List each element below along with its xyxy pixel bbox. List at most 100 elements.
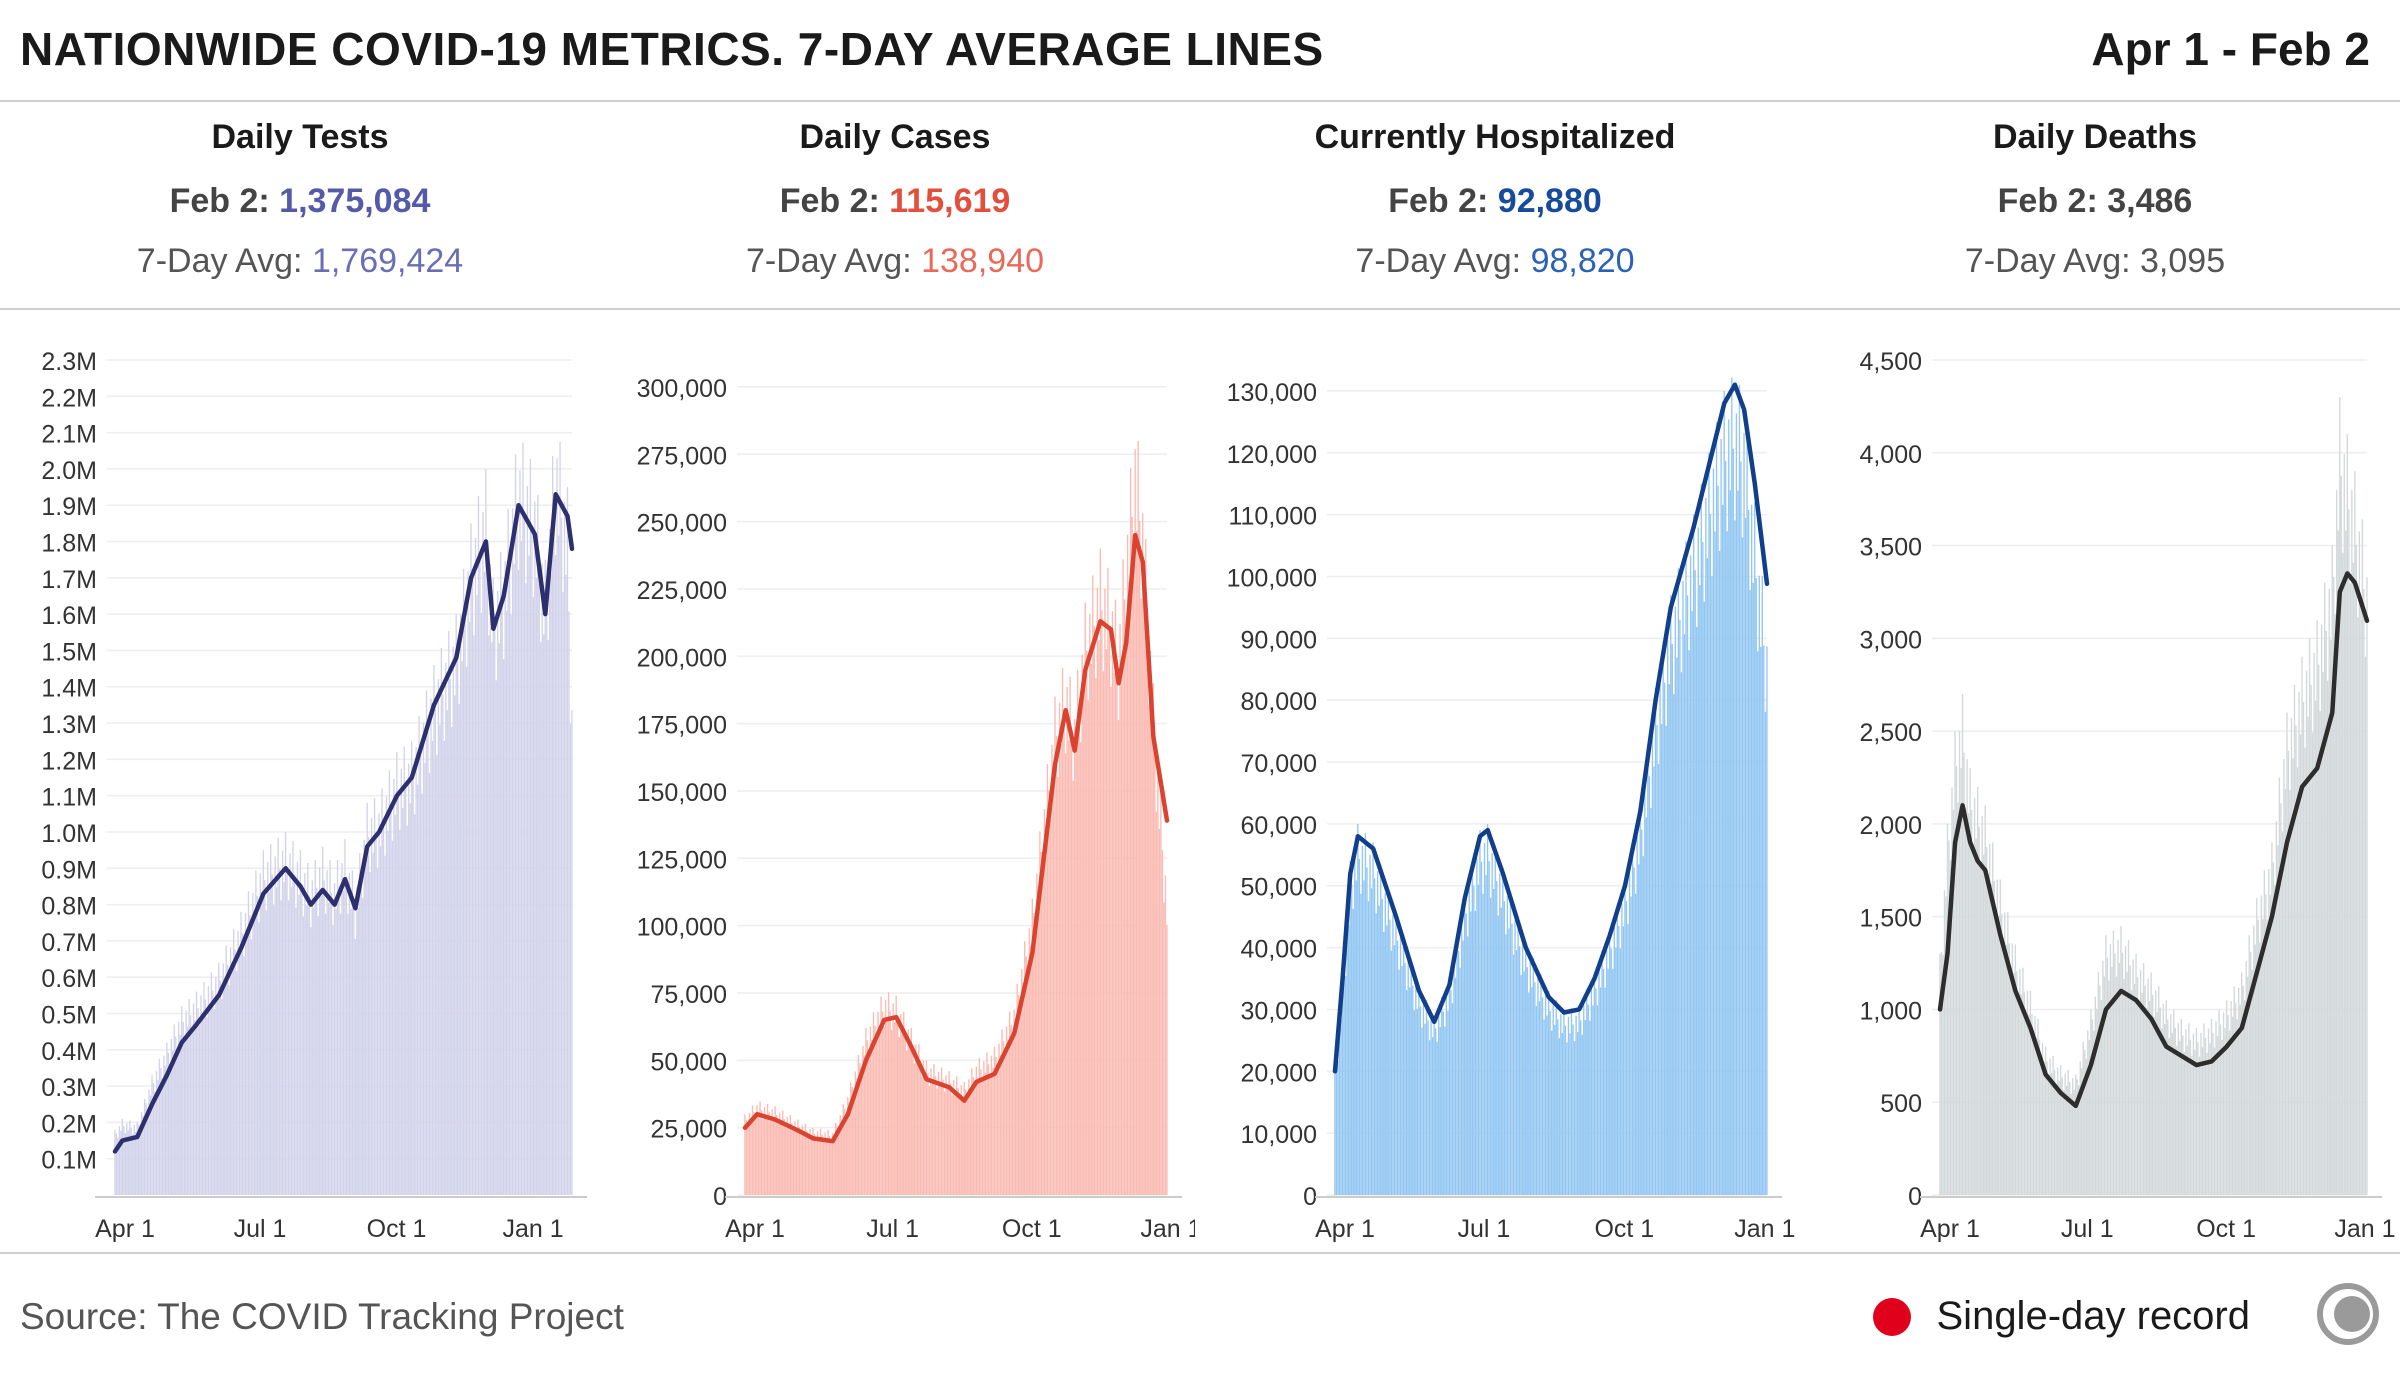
daily-bar — [1163, 902, 1165, 1195]
daily-bar — [1572, 1024, 1574, 1195]
daily-bar — [302, 916, 305, 1195]
daily-bar — [1595, 988, 1597, 1195]
daily-bar — [178, 1021, 180, 1195]
daily-bar — [2118, 963, 2121, 1195]
daily-bar — [1083, 694, 1085, 1195]
daily-bar — [562, 592, 564, 1195]
daily-bar — [845, 1114, 847, 1195]
daily-bar — [161, 1078, 164, 1195]
daily-bar — [1145, 538, 1147, 1195]
daily-bar — [333, 882, 336, 1195]
daily-bar — [1651, 733, 1654, 1195]
daily-bar — [901, 1033, 903, 1195]
daily-bar — [1488, 861, 1490, 1195]
y-tick-label: 25,000 — [651, 1116, 727, 1144]
daily-bar — [416, 784, 419, 1195]
daily-bar — [197, 1008, 199, 1195]
daily-bar — [886, 1019, 888, 1195]
daily-bar — [957, 1088, 959, 1195]
daily-bar — [1619, 948, 1622, 1195]
daily-bar — [1665, 725, 1667, 1195]
y-tick-label: 0.7M — [41, 929, 97, 957]
daily-bar — [175, 1036, 177, 1195]
daily-bar — [511, 508, 514, 1195]
daily-bar — [411, 741, 413, 1195]
daily-bar — [2165, 1000, 2167, 1195]
daily-bar — [1540, 974, 1542, 1195]
daily-bar — [2151, 994, 2154, 1195]
daily-bar — [2082, 1041, 2084, 1195]
daily-bar — [145, 1103, 147, 1195]
daily-bar — [219, 980, 221, 1195]
daily-bar — [1560, 1014, 1562, 1195]
daily-bar — [825, 1138, 828, 1195]
daily-bar — [1037, 892, 1040, 1195]
daily-bar — [354, 938, 356, 1195]
daily-bar — [946, 1087, 949, 1195]
daily-bar — [1587, 1004, 1590, 1195]
daily-bar — [2174, 1027, 2176, 1195]
daily-bar — [887, 992, 890, 1195]
daily-bar — [1940, 951, 1943, 1195]
daily-bar — [2173, 1009, 2175, 1195]
daily-bar — [2081, 1068, 2083, 1195]
daily-bar — [310, 927, 312, 1195]
y-tick-label: 1.2M — [41, 747, 97, 775]
daily-bar — [2028, 1014, 2030, 1195]
daily-bar — [526, 485, 529, 1195]
daily-bar — [1680, 672, 1683, 1195]
daily-bar — [1593, 972, 1596, 1195]
daily-bar — [1442, 1011, 1444, 1195]
daily-bar — [868, 1052, 870, 1195]
daily-bar — [1412, 985, 1414, 1195]
daily-bar — [2236, 1019, 2238, 1195]
daily-bar — [1078, 704, 1080, 1195]
daily-bar — [1621, 903, 1623, 1195]
daily-bar — [2069, 1081, 2071, 1195]
daily-bar — [342, 890, 345, 1195]
daily-bar — [2072, 1078, 2074, 1195]
daily-bar — [1668, 684, 1670, 1195]
daily-bar — [789, 1115, 791, 1195]
daily-bar — [232, 928, 235, 1195]
daily-bar — [1438, 1013, 1440, 1195]
daily-bar — [2144, 985, 2146, 1195]
daily-bar — [1995, 918, 1997, 1195]
daily-bar — [200, 995, 202, 1195]
y-tick-label: 125,000 — [637, 846, 727, 874]
daily-bar — [301, 883, 303, 1195]
daily-bar — [216, 995, 218, 1195]
daily-bar — [2109, 944, 2112, 1195]
y-tick-label: 80,000 — [1241, 688, 1317, 716]
metric-name: Daily Cases — [799, 118, 991, 156]
daily-bar — [937, 1071, 940, 1195]
daily-bar — [397, 790, 399, 1195]
daily-bar — [1972, 851, 1974, 1195]
daily-bar — [1625, 901, 1628, 1195]
daily-bar — [863, 1055, 866, 1195]
daily-bar — [857, 1054, 860, 1195]
daily-bar — [791, 1123, 793, 1195]
daily-bar — [172, 1050, 174, 1195]
daily-bar — [1381, 898, 1383, 1195]
daily-bar — [942, 1079, 944, 1195]
daily-bar — [408, 763, 410, 1195]
daily-bar — [360, 874, 362, 1195]
avg-label: 7-Day Avg: — [136, 242, 303, 280]
daily-bar — [1561, 1032, 1564, 1195]
daily-bar — [2244, 1000, 2246, 1195]
daily-bar — [1492, 888, 1495, 1195]
daily-bar — [148, 1089, 150, 1195]
y-tick-label: 2,500 — [1859, 719, 1922, 747]
daily-bar — [933, 1063, 935, 1195]
daily-bar — [1372, 842, 1374, 1195]
daily-bar — [2334, 613, 2336, 1195]
daily-bar — [2248, 935, 2250, 1195]
daily-bar — [1051, 744, 1053, 1195]
daily-bar — [2007, 912, 2009, 1195]
daily-bar — [1005, 1026, 1008, 1195]
daily-bar — [1483, 842, 1486, 1195]
latest-reading: Feb 2: 1,375,084 — [0, 182, 600, 242]
daily-bar — [207, 986, 210, 1195]
daily-bar — [305, 905, 307, 1195]
